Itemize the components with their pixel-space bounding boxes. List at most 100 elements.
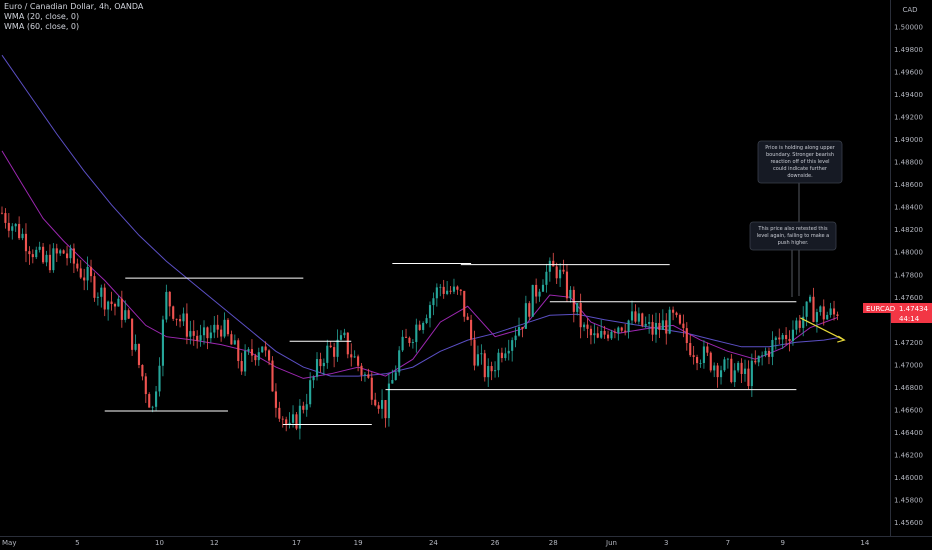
candle-body [836,314,839,316]
candle [305,393,308,417]
projection-arrow[interactable] [800,317,846,343]
time-tick-label: 26 [491,539,500,547]
candle-body [531,284,534,317]
candle [384,399,387,428]
indicator-wma20[interactable]: WMA (20, close, 0) [4,12,80,21]
candle [93,272,96,302]
candle-body [473,339,476,366]
candle [832,300,836,321]
candle-body [737,362,740,371]
candle [172,305,175,321]
candle [579,293,582,339]
candle [586,318,589,339]
candle [672,306,675,321]
candle [606,330,610,342]
candle-body [672,309,675,313]
candle-body [435,287,438,299]
candle [511,337,514,362]
candle-body [541,284,545,292]
candle [79,260,82,280]
candle [237,338,240,369]
candle [309,372,312,408]
candle [425,314,428,325]
candle [764,347,767,358]
callout-text: level again, failing to make a [757,233,829,239]
candle-body [339,335,343,340]
candle-body [812,296,815,322]
candle-body [552,260,555,267]
candle-body [726,358,729,360]
candle-body [257,352,260,361]
candle [401,330,404,352]
candle-body [548,260,551,272]
candle-body [562,269,565,272]
candle-body [0,212,4,214]
indicator-wma60[interactable]: WMA (60, close, 0) [4,22,80,31]
candle-body [117,298,120,307]
candle-body [651,322,654,335]
candle-body [350,354,353,358]
candle [466,313,469,321]
candle-body [196,335,199,341]
time-tick-label: 3 [664,539,668,547]
candle-body [456,286,459,290]
candle [192,320,195,346]
candle-body [692,355,695,358]
candle [216,314,219,338]
candle [24,223,28,263]
candle [541,279,545,293]
candle-body [648,322,651,324]
candle-body [723,359,726,371]
candle-body [52,248,55,271]
candle [559,263,562,287]
candle [538,288,541,302]
candle-body [490,366,493,372]
candle-body [175,318,178,320]
callout-text: push higher. [778,240,809,246]
candle [302,401,305,414]
candle-body [278,407,281,419]
candle-body [428,305,432,319]
candle [38,241,41,253]
candle-body [589,328,592,336]
candle [387,373,390,427]
candle [196,330,199,349]
candle [730,354,733,384]
candle [771,331,774,366]
candle [199,324,202,347]
price-tick-label: 1.46400 [894,429,923,437]
candle-body [637,313,640,322]
candle [500,347,503,363]
price-tick-label: 1.49800 [894,46,923,54]
candle-body [268,350,271,361]
candle-body [107,301,110,310]
price-tick-label: 1.47600 [894,294,923,302]
symbol-title[interactable]: Euro / Canadian Dollar, 4h, OANDA [4,2,144,11]
candle-body [805,301,808,317]
candle [696,354,699,371]
candle-body [240,361,243,372]
price-tick-label: 1.46000 [894,474,923,482]
candle [593,323,596,344]
candle-body [14,223,17,227]
candle-body [757,355,760,363]
candle-body [216,324,219,330]
candle-body [151,406,154,408]
candle [617,326,620,341]
last-price-badge: EURCAD 1.47434 44:14 [863,303,932,323]
candle [689,334,692,357]
arrow-shaft [800,317,845,341]
candle [754,350,757,365]
candle [336,329,339,362]
countdown-badge-bg [891,313,932,323]
candle [42,243,45,265]
candle [572,286,575,323]
candle-body [206,327,209,339]
candle [127,308,130,320]
candle [702,340,705,369]
candle-body [620,327,623,331]
